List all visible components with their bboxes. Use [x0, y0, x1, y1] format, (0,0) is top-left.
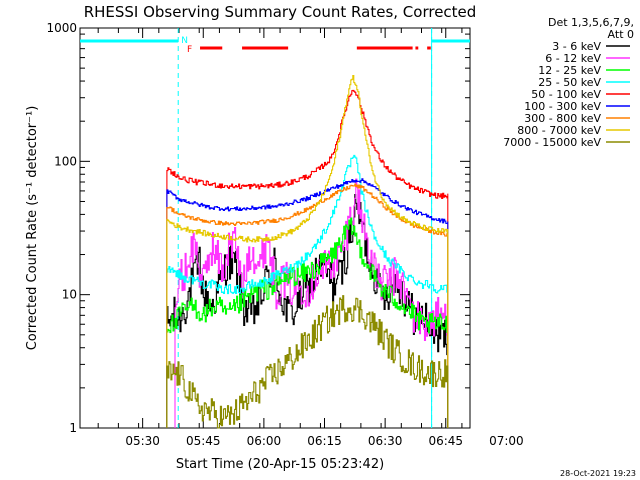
plot-area: 1 10 100 1000 05:30 05:45 06:00 06:15 06:30 06:45…	[46, 21, 523, 448]
night-label: N	[181, 36, 188, 46]
x-tick-label: 05:45	[186, 434, 221, 448]
legend-entry-label: 6 - 12 keV	[545, 52, 601, 65]
legend-entry-label: 25 - 50 keV	[538, 76, 601, 89]
chart-title: RHESSI Observing Summary Count Rates, Co…	[84, 3, 477, 21]
legend-entry-label: 7000 - 15000 keV	[503, 136, 601, 149]
series-line	[166, 75, 449, 428]
series-line	[166, 89, 449, 428]
y-tick-label: 100	[54, 154, 77, 168]
x-tick-label: 06:15	[307, 434, 342, 448]
series-line	[166, 178, 449, 428]
y-tick-label: 1000	[46, 21, 77, 35]
x-axis-label: Start Time (20-Apr-15 05:23:42)	[176, 457, 384, 472]
y-tick-label: 1	[69, 421, 77, 435]
legend-entry-label: 300 - 800 keV	[524, 112, 601, 125]
y-tick-label: 10	[62, 288, 77, 302]
legend-entry-label: 50 - 100 keV	[531, 88, 601, 101]
x-tick-label: 07:00	[489, 434, 524, 448]
series-line	[166, 154, 449, 428]
series-line	[166, 295, 449, 429]
y-axis-label: Corrected Count Rate (s⁻¹ detector⁻¹)	[25, 106, 40, 351]
generated-timestamp: 28-Oct-2021 19:23	[560, 469, 636, 478]
legend-entry-label: 800 - 7000 keV	[517, 124, 601, 137]
x-tick-label: 06:30	[368, 434, 403, 448]
x-tick-label: 06:45	[428, 434, 463, 448]
legend-header-att: Att 0	[608, 28, 634, 41]
x-tick-label: 06:00	[247, 434, 282, 448]
series-line	[166, 183, 449, 428]
legend-entry-label: 3 - 6 keV	[552, 40, 601, 53]
legend-entry-label: 12 - 25 keV	[538, 64, 601, 77]
legend-entry-label: 100 - 300 keV	[524, 100, 601, 113]
flare-label: F	[187, 45, 192, 55]
legend-header-det: Det 1,3,5,6,7,9,	[548, 16, 634, 29]
x-tick-label: 05:30	[125, 434, 160, 448]
plot-frame	[79, 27, 471, 429]
series-line	[166, 217, 449, 428]
